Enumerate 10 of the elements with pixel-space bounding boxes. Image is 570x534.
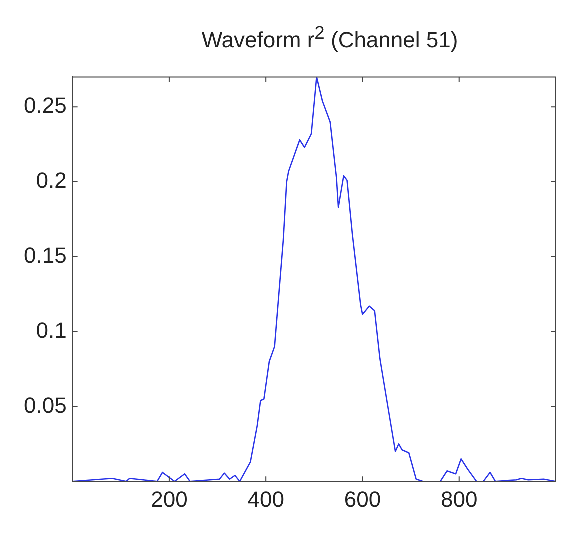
x-tick-label: 400: [248, 486, 284, 512]
chart-title: Waveform r$^{2}$ (Channel 51): [200, 21, 460, 54]
x-tick-label: 800: [441, 486, 478, 512]
x-tick-label: 600: [344, 486, 382, 512]
y-tick-label: 0.15: [24, 242, 67, 268]
y-tick-label: 0.25: [24, 93, 67, 118]
x-tick-label: 200: [151, 486, 188, 512]
y-tick-label: 0.2: [36, 168, 67, 194]
y-tick-label: 0.05: [24, 392, 67, 418]
y-tick-label: 0.1: [36, 318, 67, 343]
